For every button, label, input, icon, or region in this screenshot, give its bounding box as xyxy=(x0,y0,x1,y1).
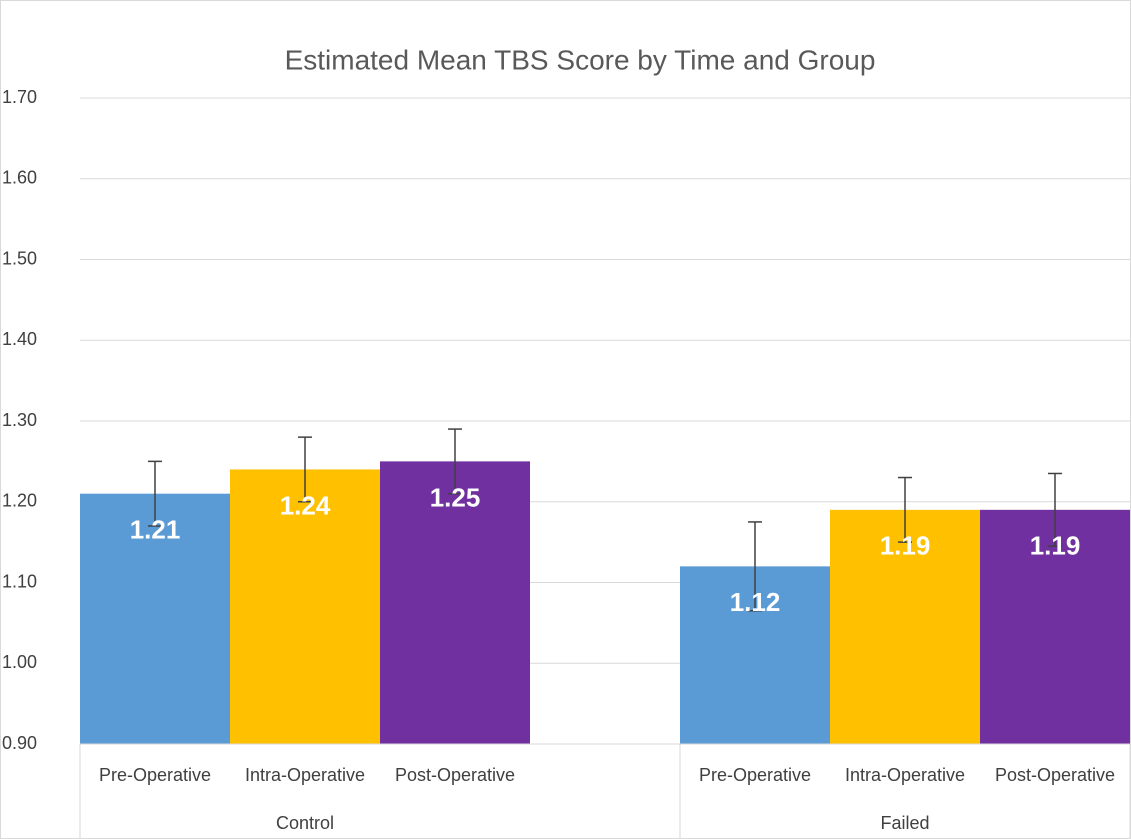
y-tick-label: 1.30 xyxy=(2,410,37,430)
data-label: 1.25 xyxy=(430,482,481,512)
y-tick-label: 1.70 xyxy=(2,87,37,107)
data-label: 1.12 xyxy=(730,587,781,617)
y-tick-label: 0.90 xyxy=(2,733,37,753)
x-subcategory-label: Pre-Operative xyxy=(99,765,211,785)
bar xyxy=(830,509,980,744)
bar xyxy=(80,493,230,744)
data-label: 1.21 xyxy=(130,515,181,545)
data-label: 1.24 xyxy=(280,490,331,520)
x-category-label: Failed xyxy=(880,813,929,833)
y-tick-label: 1.10 xyxy=(2,571,37,591)
chart-title: Estimated Mean TBS Score by Time and Gro… xyxy=(285,44,876,75)
x-category-label: Control xyxy=(276,813,334,833)
x-subcategory-label: Post-Operative xyxy=(395,765,515,785)
data-label: 1.19 xyxy=(880,531,931,561)
bar xyxy=(380,461,530,744)
y-tick-label: 1.00 xyxy=(2,652,37,672)
x-subcategory-label: Intra-Operative xyxy=(845,765,965,785)
y-tick-label: 1.50 xyxy=(2,248,37,268)
bar xyxy=(230,469,380,744)
x-subcategory-label: Post-Operative xyxy=(995,765,1115,785)
y-tick-label: 1.40 xyxy=(2,329,37,349)
data-label: 1.19 xyxy=(1030,531,1081,561)
y-tick-label: 1.20 xyxy=(2,491,37,511)
x-subcategory-label: Intra-Operative xyxy=(245,765,365,785)
x-subcategory-label: Pre-Operative xyxy=(699,765,811,785)
y-tick-label: 1.60 xyxy=(2,168,37,188)
bar xyxy=(980,509,1130,744)
